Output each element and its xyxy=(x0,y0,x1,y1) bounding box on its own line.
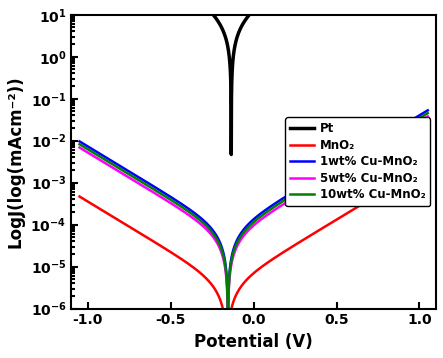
Pt xyxy=(210,12,215,16)
Pt xyxy=(77,0,82,4)
Pt xyxy=(303,0,309,4)
Pt xyxy=(337,0,342,4)
10wt% Cu-MnO₂ xyxy=(225,319,230,323)
5wt% Cu-MnO₂ xyxy=(225,319,230,323)
1wt% Cu-MnO₂ xyxy=(140,178,145,182)
X-axis label: Potential (V): Potential (V) xyxy=(194,333,313,351)
1wt% Cu-MnO₂ xyxy=(303,182,309,186)
Pt xyxy=(363,0,369,4)
5wt% Cu-MnO₂ xyxy=(140,184,145,188)
1wt% Cu-MnO₂ xyxy=(225,319,230,323)
5wt% Cu-MnO₂ xyxy=(337,168,342,172)
10wt% Cu-MnO₂ xyxy=(303,185,309,189)
5wt% Cu-MnO₂ xyxy=(77,145,82,150)
Pt xyxy=(425,0,431,4)
Legend: Pt, MnO₂, 1wt% Cu-MnO₂, 5wt% Cu-MnO₂, 10wt% Cu-MnO₂: Pt, MnO₂, 1wt% Cu-MnO₂, 5wt% Cu-MnO₂, 10… xyxy=(285,117,430,206)
10wt% Cu-MnO₂ xyxy=(363,149,369,153)
5wt% Cu-MnO₂ xyxy=(303,188,309,192)
10wt% Cu-MnO₂ xyxy=(286,195,291,200)
MnO₂ xyxy=(337,216,342,220)
MnO₂ xyxy=(303,236,309,240)
1wt% Cu-MnO₂ xyxy=(363,146,369,150)
10wt% Cu-MnO₂ xyxy=(140,180,145,185)
MnO₂ xyxy=(210,284,215,288)
Line: Pt: Pt xyxy=(80,2,428,154)
1wt% Cu-MnO₂ xyxy=(77,139,82,144)
Line: 1wt% Cu-MnO₂: 1wt% Cu-MnO₂ xyxy=(80,110,428,321)
5wt% Cu-MnO₂ xyxy=(286,199,291,203)
Line: 5wt% Cu-MnO₂: 5wt% Cu-MnO₂ xyxy=(80,116,428,321)
Line: 10wt% Cu-MnO₂: 10wt% Cu-MnO₂ xyxy=(80,113,428,321)
10wt% Cu-MnO₂ xyxy=(337,164,342,169)
MnO₂ xyxy=(140,233,145,237)
1wt% Cu-MnO₂ xyxy=(337,161,342,166)
MnO₂ xyxy=(222,319,228,323)
Y-axis label: LogJ(log(mAcm⁻²)): LogJ(log(mAcm⁻²)) xyxy=(7,76,25,248)
Line: MnO₂: MnO₂ xyxy=(80,164,428,321)
Pt xyxy=(229,152,234,156)
5wt% Cu-MnO₂ xyxy=(425,114,431,118)
Pt xyxy=(286,0,291,4)
Pt xyxy=(140,0,145,4)
5wt% Cu-MnO₂ xyxy=(210,234,215,238)
MnO₂ xyxy=(77,194,82,199)
5wt% Cu-MnO₂ xyxy=(363,152,369,156)
1wt% Cu-MnO₂ xyxy=(286,193,291,197)
1wt% Cu-MnO₂ xyxy=(425,108,431,112)
MnO₂ xyxy=(286,247,291,251)
MnO₂ xyxy=(363,200,369,204)
10wt% Cu-MnO₂ xyxy=(425,111,431,115)
MnO₂ xyxy=(425,162,431,166)
10wt% Cu-MnO₂ xyxy=(77,142,82,146)
1wt% Cu-MnO₂ xyxy=(210,228,215,232)
10wt% Cu-MnO₂ xyxy=(210,231,215,235)
